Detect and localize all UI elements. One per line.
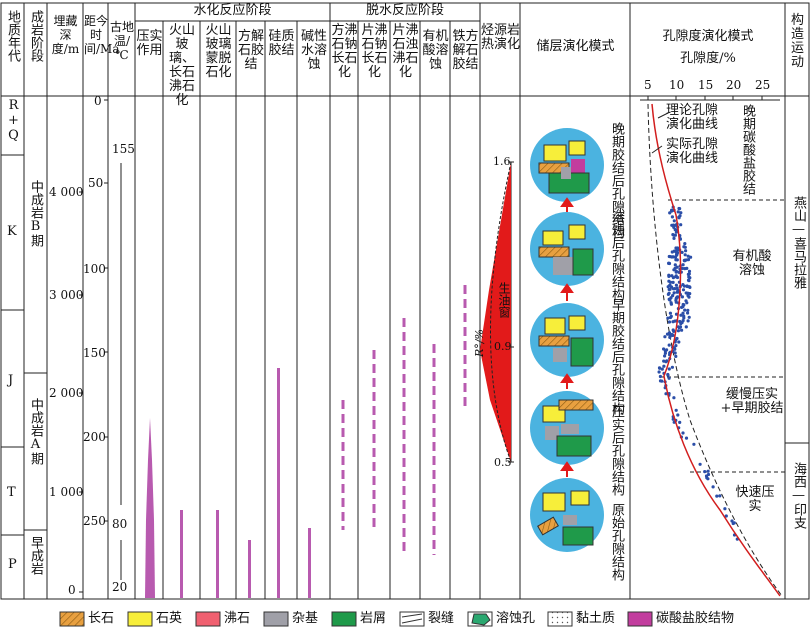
reservoir-stage-dissolution: 溶蚀后孔隙结构 bbox=[609, 210, 624, 301]
hyd-col-silica: 硅质胶结 bbox=[268, 29, 295, 58]
legend-swatches bbox=[59, 611, 653, 627]
time-tick: 0 bbox=[94, 94, 102, 108]
dehyd-col-heulandite-albite: 片沸石钠长石化 bbox=[361, 23, 388, 80]
porosity-tick: 5 bbox=[644, 78, 652, 92]
zone-slow-compaction: 缓慢压实+早期胶结 bbox=[720, 387, 784, 416]
reservoir-arrows bbox=[560, 197, 574, 477]
porosity-tick: 25 bbox=[755, 78, 771, 92]
depth-tick: 0 bbox=[68, 583, 76, 597]
legend-fracture: 裂缝 bbox=[428, 611, 455, 626]
bar-silica bbox=[277, 368, 280, 598]
col-porosity: 孔隙度演化模式 bbox=[662, 29, 754, 44]
temp-label: 20 bbox=[112, 580, 128, 594]
legend-dissolution-pore: 溶蚀孔 bbox=[496, 611, 536, 626]
depth-tick: 3 000 bbox=[49, 288, 84, 302]
bar-calcite bbox=[248, 540, 251, 598]
reservoir-stage-early-cement: 早期胶结后孔隙结构 bbox=[609, 298, 624, 415]
compaction-wedge bbox=[145, 418, 155, 598]
period-j: J bbox=[8, 373, 14, 388]
period-rq: R+Q bbox=[6, 98, 21, 143]
bar-montmorillonite bbox=[216, 510, 219, 598]
zone-rapid-compaction: 快速压实 bbox=[735, 485, 775, 514]
bar-alkaline-dissolution bbox=[308, 528, 311, 598]
col-reservoir: 储层演化模式 bbox=[536, 39, 615, 54]
porosity-points bbox=[657, 205, 739, 541]
col-burial-depth: 埋藏深度/m bbox=[51, 14, 80, 56]
dehyd-col-ferrocalcite: 铁方解石胶结 bbox=[452, 29, 479, 72]
depth-tick: 1 000 bbox=[49, 485, 84, 499]
col-source-rock: 烃源岩热演化 bbox=[481, 23, 521, 52]
time-tick: 250 bbox=[83, 514, 106, 528]
oil-window bbox=[480, 162, 511, 462]
legend-feldspar: 长石 bbox=[88, 611, 115, 626]
hydration-bars bbox=[180, 368, 311, 598]
bar-feldspar-zeolitization bbox=[180, 510, 183, 598]
porosity-tick: 20 bbox=[726, 78, 742, 92]
legend-theoretical: 理论孔隙演化曲线 bbox=[666, 103, 719, 132]
depth-tick: 2 000 bbox=[49, 386, 84, 400]
dehyd-col-organic-acid: 有机酸溶蚀 bbox=[422, 29, 449, 72]
col-time: 距今时间/Ma bbox=[84, 14, 120, 56]
porosity-tick: 10 bbox=[669, 78, 685, 92]
reservoir-stage-compaction: 压实后孔隙结构 bbox=[609, 405, 624, 496]
col-diagenetic-stage: 成岩阶段 bbox=[28, 10, 43, 62]
group-dehydration: 脱水反应阶段 bbox=[365, 3, 444, 18]
ro-tick: 1.6 bbox=[493, 155, 511, 168]
legend-clay: 黏土质 bbox=[576, 611, 616, 626]
reservoir-stage-late-cement: 晚期胶结后孔隙结构 bbox=[609, 122, 624, 239]
legend-actual: 实际孔隙演化曲线 bbox=[666, 137, 719, 166]
oil-window-label: 生油窗 bbox=[497, 282, 511, 318]
col-paleotemp: 古地温/℃ bbox=[109, 20, 134, 62]
legend-quartz: 石英 bbox=[156, 611, 183, 626]
reservoir-circles bbox=[530, 128, 604, 552]
stage-early: 早成岩 bbox=[28, 536, 43, 575]
period-k: K bbox=[7, 224, 17, 239]
stage-middle-b: 中成岩B期 bbox=[28, 180, 43, 247]
hyd-col-zeolitization: 火山玻璃、长石沸石化 bbox=[168, 23, 195, 108]
zone-organic-acid: 有机酸溶蚀 bbox=[732, 249, 772, 278]
legend-carbonate-cement: 碳酸盐胶结物 bbox=[656, 611, 735, 626]
ro-label: R°/% bbox=[472, 329, 486, 357]
hyd-col-compaction: 压实作用 bbox=[136, 29, 163, 58]
reservoir-stage-original: 原始孔隙结构 bbox=[609, 503, 624, 581]
dehyd-col-analcime: 方沸石钠长石化 bbox=[331, 23, 358, 80]
time-tick: 200 bbox=[83, 430, 106, 444]
temp-label: 155 bbox=[112, 142, 135, 156]
col-tectonic: 构造运动 bbox=[790, 13, 804, 70]
period-t: T bbox=[7, 485, 16, 500]
time-tick: 150 bbox=[83, 346, 106, 360]
theoretical-curve bbox=[647, 103, 783, 597]
actual-curve bbox=[651, 103, 781, 597]
porosity-axis-title: 孔隙度/% bbox=[680, 51, 736, 66]
legend-zeolite: 沸石 bbox=[224, 611, 251, 626]
ro-tick: 0.5 bbox=[494, 456, 512, 469]
stage-middle-a: 中成岩A期 bbox=[28, 398, 43, 465]
hyd-col-montmorillonite: 火山玻璃蒙脱石化 bbox=[205, 23, 232, 80]
hyd-col-alkaline: 碱性水溶蚀 bbox=[300, 29, 327, 72]
group-hydration: 水化反应阶段 bbox=[193, 3, 272, 18]
col-geologic-age: 地质年代 bbox=[5, 10, 20, 62]
dehyd-col-laumontite: 片沸石浊沸石化 bbox=[392, 23, 419, 80]
temp-label: 80 bbox=[112, 517, 128, 531]
time-tick: 50 bbox=[88, 176, 104, 190]
time-tick: 100 bbox=[83, 262, 106, 276]
legend-rock-fragment: 岩屑 bbox=[360, 611, 387, 626]
dehydration-bars bbox=[341, 285, 467, 555]
tectonic-yanshan: 燕山—喜马拉雅 bbox=[791, 196, 806, 289]
ro-tick: 0.9 bbox=[494, 340, 512, 353]
porosity-tick: 15 bbox=[698, 78, 714, 92]
depth-tick: 4 000 bbox=[49, 185, 84, 199]
zone-late-carbonate: 晚期碳酸盐胶结 bbox=[740, 104, 755, 195]
hyd-col-calcite: 方解石胶结 bbox=[237, 29, 264, 72]
legend-matrix: 杂基 bbox=[292, 611, 319, 626]
period-p: P bbox=[8, 557, 17, 572]
tectonic-hercynian: 海西—印支 bbox=[791, 462, 806, 529]
